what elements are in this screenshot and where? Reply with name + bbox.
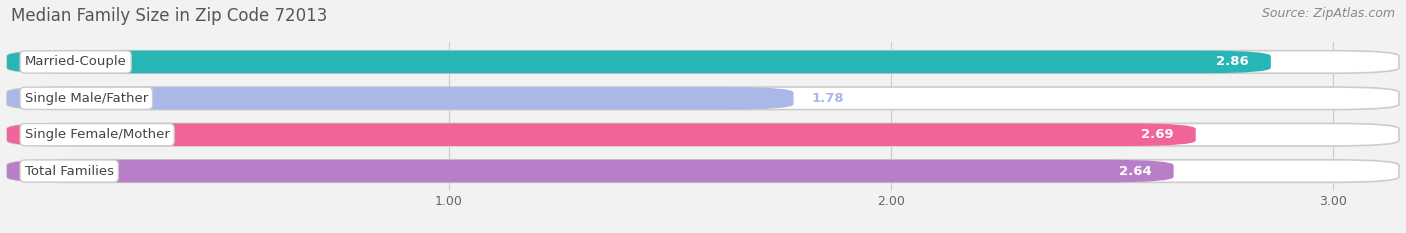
FancyBboxPatch shape	[7, 123, 1195, 146]
FancyBboxPatch shape	[7, 160, 1399, 182]
FancyBboxPatch shape	[7, 87, 1399, 110]
Text: Single Female/Mother: Single Female/Mother	[25, 128, 170, 141]
Text: Married-Couple: Married-Couple	[25, 55, 127, 69]
Text: 2.86: 2.86	[1216, 55, 1249, 69]
FancyBboxPatch shape	[7, 51, 1399, 73]
Text: 2.64: 2.64	[1119, 164, 1152, 178]
Text: Source: ZipAtlas.com: Source: ZipAtlas.com	[1261, 7, 1395, 20]
FancyBboxPatch shape	[7, 123, 1399, 146]
FancyBboxPatch shape	[7, 160, 1174, 182]
Text: 1.78: 1.78	[811, 92, 844, 105]
Text: Single Male/Father: Single Male/Father	[25, 92, 148, 105]
Text: Total Families: Total Families	[25, 164, 114, 178]
Text: Median Family Size in Zip Code 72013: Median Family Size in Zip Code 72013	[11, 7, 328, 25]
FancyBboxPatch shape	[7, 87, 793, 110]
Text: 2.69: 2.69	[1142, 128, 1174, 141]
FancyBboxPatch shape	[7, 51, 1271, 73]
